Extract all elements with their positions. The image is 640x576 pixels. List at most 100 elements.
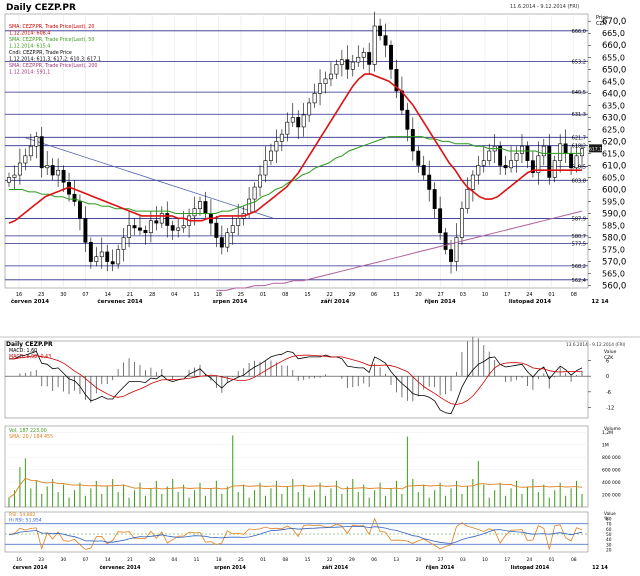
h-line-label: 562,4 <box>572 278 586 284</box>
candle <box>465 189 470 209</box>
candle <box>405 109 410 130</box>
h-line-label: 631,3 <box>572 112 586 118</box>
y-tick-label: 650,0 <box>602 65 626 75</box>
macd-axis-unit: CZK <box>604 355 614 361</box>
volume-y-tick-label: 600 000 <box>602 468 621 474</box>
candle <box>427 174 432 190</box>
last-price-text: 617,1 <box>589 146 602 152</box>
candle <box>214 222 219 238</box>
y-tick-label: 595,0 <box>602 197 625 206</box>
x-day-tick: 28 <box>149 292 155 298</box>
candle <box>290 117 295 123</box>
h-line-label: 580,7 <box>572 234 586 240</box>
candle <box>421 165 426 176</box>
bottom-day-tick: 24 <box>527 557 533 563</box>
macd-signal-line <box>9 354 583 405</box>
h-line-label: 587,9 <box>572 217 586 223</box>
candle <box>127 225 132 238</box>
candle <box>541 145 546 157</box>
rsi-y-tick-label: 30 <box>606 542 612 548</box>
x-month-label: červenec 2014 <box>97 298 142 305</box>
bottom-day-tick: 29 <box>349 557 355 563</box>
h-line-label: 621,7 <box>572 135 586 141</box>
bottom-day-tick: 08 <box>282 557 288 563</box>
candle <box>443 232 448 250</box>
bottom-day-tick: 30 <box>61 557 67 563</box>
candle <box>279 133 284 142</box>
candle <box>367 52 372 65</box>
macd-legend-item: MACD: 1,60 <box>9 348 37 354</box>
candle <box>410 129 415 152</box>
x-day-tick: 11 <box>193 292 199 298</box>
rsi-axis-title: Value <box>604 511 616 517</box>
volume-axis-title: Volume <box>604 426 621 432</box>
candle <box>50 165 55 176</box>
y-tick-label: 660,0 <box>602 41 626 51</box>
candle <box>252 186 257 200</box>
bottom-day-tick: 01 <box>549 557 555 563</box>
candle <box>225 232 230 248</box>
candle <box>361 52 366 58</box>
rsi-legend-item: RSI: 54,882 <box>9 512 36 518</box>
y-tick-label: 565,0 <box>602 270 625 279</box>
candle <box>170 225 175 231</box>
y-tick-label: 605,0 <box>602 173 625 182</box>
candle <box>7 177 11 183</box>
h-line-label: 609,5 <box>572 165 586 171</box>
candle <box>285 121 290 135</box>
candle <box>154 220 159 224</box>
candle <box>247 198 252 214</box>
bottom-day-tick: 15 <box>305 557 311 563</box>
h-line-label: 653,2 <box>572 60 586 66</box>
bottom-day-tick: 25 <box>238 557 244 563</box>
y-tick-label: 670,0 <box>602 17 626 27</box>
candle <box>176 227 181 231</box>
candle <box>318 83 323 94</box>
sma50-line <box>9 136 582 214</box>
candle <box>138 227 142 231</box>
x-month-label: září 2014 <box>321 298 350 305</box>
candle <box>487 150 492 161</box>
bottom-month-label: říjen 2014 <box>426 564 455 571</box>
candle <box>558 143 563 161</box>
candle <box>394 68 399 92</box>
x-day-tick: 17 <box>504 292 510 298</box>
h-line-label: 666,0 <box>572 29 586 35</box>
candle <box>181 225 186 229</box>
macd-y-tick-label: -12 <box>606 406 614 412</box>
x-month-label: červen 2014 <box>11 298 49 305</box>
bottom-month-label: srpen 2014 <box>214 565 246 571</box>
candle <box>580 148 584 157</box>
candle <box>416 150 421 166</box>
candle <box>99 251 104 258</box>
window-title: Daily CEZP.PR <box>6 3 76 13</box>
y-tick-label: 610,0 <box>602 161 626 171</box>
x-day-tick: 08 <box>282 292 288 298</box>
candle <box>307 102 312 116</box>
candle <box>72 193 77 202</box>
rsi-y-tick-label: 20 <box>606 547 612 553</box>
y-tick-label: 665,0 <box>602 29 625 38</box>
y-tick-label: 635,0 <box>602 101 625 110</box>
candle <box>268 150 273 161</box>
candle <box>569 153 574 169</box>
candle <box>34 136 39 147</box>
x-day-tick: 20 <box>415 292 421 298</box>
rsi-legend-item: Hi RSI: 51,954 <box>9 518 42 524</box>
bottom-day-tick: 27 <box>438 557 444 563</box>
candle <box>192 208 197 217</box>
candle <box>39 136 44 169</box>
candle <box>143 230 148 234</box>
volume-y-tick-label: 200 000 <box>602 493 621 499</box>
y-axis-price-label: Price <box>596 15 608 21</box>
y-axis-currency-label: CZK <box>596 21 607 27</box>
x-day-tick: 04 <box>171 292 177 298</box>
candle <box>236 217 241 226</box>
y-tick-label: 630,0 <box>602 113 626 123</box>
candle <box>334 64 339 75</box>
volume-y-tick-label: 1,2M <box>602 430 613 436</box>
x-day-tick: 25 <box>238 292 244 298</box>
x-month-label: listopad 2014 <box>509 299 551 305</box>
